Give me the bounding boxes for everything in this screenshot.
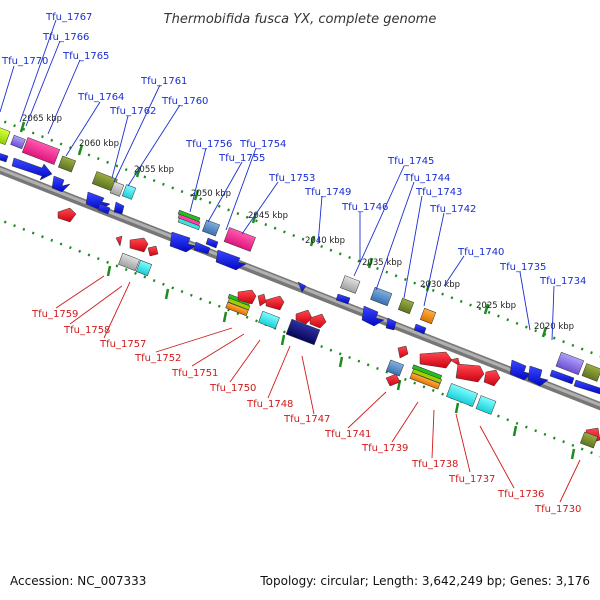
gene-label-tfu-1770: Tfu_1770	[1, 56, 48, 67]
gene-label-tfu-1758: Tfu_1758	[63, 325, 110, 336]
gene-label-tfu-1760: Tfu_1760	[161, 96, 208, 107]
kbp-label-2020: 2020 kbp	[534, 322, 574, 332]
accession-text: Accession: NC_007333	[10, 574, 146, 588]
gene-label-tfu-1751: Tfu_1751	[171, 368, 218, 379]
gene-label-tfu-1754: Tfu_1754	[239, 139, 286, 150]
kbp-label-2025: 2025 kbp	[476, 301, 516, 311]
kbp-label-2065: 2065 kbp	[22, 114, 62, 124]
kbp-label-2035: 2035 kbp	[362, 258, 402, 268]
reverse-gene-features	[57, 207, 600, 449]
gene-label-tfu-1749: Tfu_1749	[304, 187, 351, 198]
forward-major-ticks	[19, 121, 548, 338]
gene-label-tfu-1738: Tfu_1738	[411, 459, 458, 470]
gene-label-tfu-1752: Tfu_1752	[134, 353, 181, 364]
gene-label-tfu-1737: Tfu_1737	[448, 474, 495, 485]
gene-label-tfu-1735: Tfu_1735	[499, 262, 546, 273]
kbp-label-2045: 2045 kbp	[248, 211, 288, 221]
gene-label-tfu-1756: Tfu_1756	[185, 139, 232, 150]
gene-label-tfu-1765: Tfu_1765	[62, 51, 109, 62]
gene-label-tfu-1757: Tfu_1757	[99, 339, 146, 350]
kbp-labels: 2065 kbp 2060 kbp 2055 kbp 2050 kbp 2045…	[22, 114, 574, 332]
gene-label-tfu-1730: Tfu_1730	[534, 504, 581, 515]
kbp-label-2030: 2030 kbp	[420, 280, 460, 290]
reverse-leader-lines	[55, 275, 581, 503]
gene-label-tfu-1762: Tfu_1762	[109, 106, 156, 117]
gene-label-tfu-1734: Tfu_1734	[539, 276, 586, 287]
gene-label-tfu-1739: Tfu_1739	[361, 443, 408, 454]
gene-label-tfu-1750: Tfu_1750	[209, 383, 256, 394]
kbp-label-2040: 2040 kbp	[305, 236, 345, 246]
map-title: Thermobifida fusca YX, complete genome	[164, 12, 437, 27]
gene-label-tfu-1743: Tfu_1743	[415, 187, 462, 198]
kbp-label-2055: 2055 kbp	[134, 165, 174, 175]
gene-label-tfu-1740: Tfu_1740	[457, 247, 504, 258]
gene-label-tfu-1747: Tfu_1747	[283, 414, 330, 425]
forward-gene-labels: Tfu_1767 Tfu_1766 Tfu_1770 Tfu_1765 Tfu_…	[1, 12, 586, 287]
gene-label-tfu-1741: Tfu_1741	[324, 429, 371, 440]
kbp-label-2050: 2050 kbp	[191, 189, 231, 199]
gene-label-tfu-1767: Tfu_1767	[45, 12, 92, 23]
gene-label-tfu-1761: Tfu_1761	[140, 76, 187, 87]
forward-tick-track	[0, 118, 600, 358]
gene-label-tfu-1753: Tfu_1753	[268, 173, 315, 184]
gene-label-tfu-1748: Tfu_1748	[246, 399, 293, 410]
gene-label-tfu-1755: Tfu_1755	[218, 153, 265, 164]
forward-gene-features	[0, 126, 600, 395]
gene-label-tfu-1736: Tfu_1736	[497, 489, 544, 500]
gene-label-tfu-1742: Tfu_1742	[429, 204, 476, 215]
kbp-label-2060: 2060 kbp	[79, 139, 119, 149]
gene-label-tfu-1759: Tfu_1759	[31, 309, 78, 320]
forward-leader-lines	[0, 19, 555, 341]
gene-label-tfu-1746: Tfu_1746	[341, 202, 388, 213]
reverse-gene-labels: Tfu_1759 Tfu_1758 Tfu_1757 Tfu_1752 Tfu_…	[31, 309, 581, 515]
reverse-major-ticks	[106, 265, 576, 460]
genome-summary-text: Topology: circular; Length: 3,642,249 bp…	[259, 574, 590, 588]
gene-label-tfu-1764: Tfu_1764	[77, 92, 124, 103]
gene-label-tfu-1745: Tfu_1745	[387, 156, 434, 167]
gene-label-tfu-1766: Tfu_1766	[42, 32, 89, 43]
gene-label-tfu-1744: Tfu_1744	[403, 173, 450, 184]
